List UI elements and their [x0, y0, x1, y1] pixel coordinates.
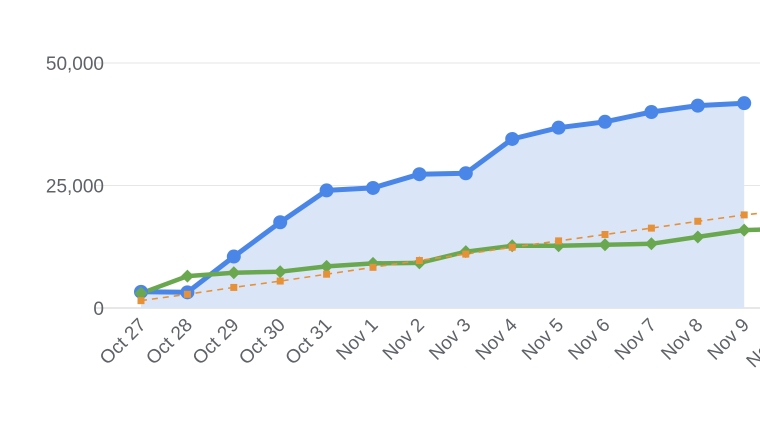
series-2-point: [740, 211, 748, 219]
series-0-line: [140, 100, 745, 295]
series-0-area: [141, 103, 745, 308]
series-2-point: [647, 224, 655, 232]
series-0-point: [551, 120, 566, 135]
series-0-point: [690, 98, 705, 113]
series-0-point: [319, 183, 334, 198]
y-tick-label: 50,000: [46, 54, 104, 75]
series-2-point: [694, 217, 702, 225]
x-tick-label: Nov 1: [333, 315, 383, 365]
x-tick-label: Oct 31: [282, 315, 336, 369]
series-1-point: [134, 286, 148, 300]
x-tick-label: Oct 29: [189, 315, 243, 369]
series-2-point: [462, 250, 470, 258]
series-1-point: [598, 238, 612, 252]
series-2-point: [183, 290, 191, 298]
series-2-point: [230, 283, 238, 291]
series-1-point: [737, 223, 751, 237]
series-0-point: [737, 96, 752, 111]
series-1-point: [180, 269, 194, 283]
series-1-point: [320, 259, 334, 273]
series-2-point: [276, 277, 284, 285]
series-0-point: [366, 180, 380, 195]
x-tick-label: Nov 7: [611, 315, 661, 365]
x-tick-label: Nov 8: [657, 315, 707, 365]
series-1-point: [644, 237, 658, 251]
x-tick-label: Nov 3: [425, 315, 475, 365]
series-0-point: [598, 114, 612, 129]
series-2-point: [415, 256, 423, 264]
series-2-point: [555, 237, 563, 245]
series-0-point: [458, 166, 473, 181]
series-0-point: [412, 167, 427, 182]
series-1-point: [691, 230, 705, 244]
series-0-point: [226, 249, 241, 264]
x-tick-label: Oct 28: [142, 315, 196, 369]
series-2-point: [508, 243, 516, 251]
series-1-point: [227, 266, 241, 280]
series-2-point: [137, 297, 145, 305]
x-tick-label: Nov 4: [472, 314, 522, 364]
series-1-point: [273, 265, 287, 279]
y-tick-label: 25,000: [46, 177, 104, 198]
y-axis-tick-labels: 0 25,000 50,000: [46, 54, 104, 320]
x-tick-label: Oct 30: [235, 315, 289, 369]
series-0-point: [505, 131, 520, 146]
series-0-point: [644, 105, 659, 119]
series-2-point: [323, 270, 331, 278]
x-tick-label: Nov 5: [518, 315, 568, 365]
x-tick-label: Nov 2: [379, 315, 429, 365]
area-fills: [141, 103, 745, 308]
y-tick-label: 0: [93, 299, 104, 320]
series-2-point: [369, 263, 377, 271]
series-markers: [134, 96, 752, 305]
x-tick-label: Oct 27: [96, 315, 150, 369]
series-0-point: [273, 215, 288, 230]
series-2-point: [601, 231, 609, 238]
x-tick-label: Nov 6: [565, 315, 615, 365]
